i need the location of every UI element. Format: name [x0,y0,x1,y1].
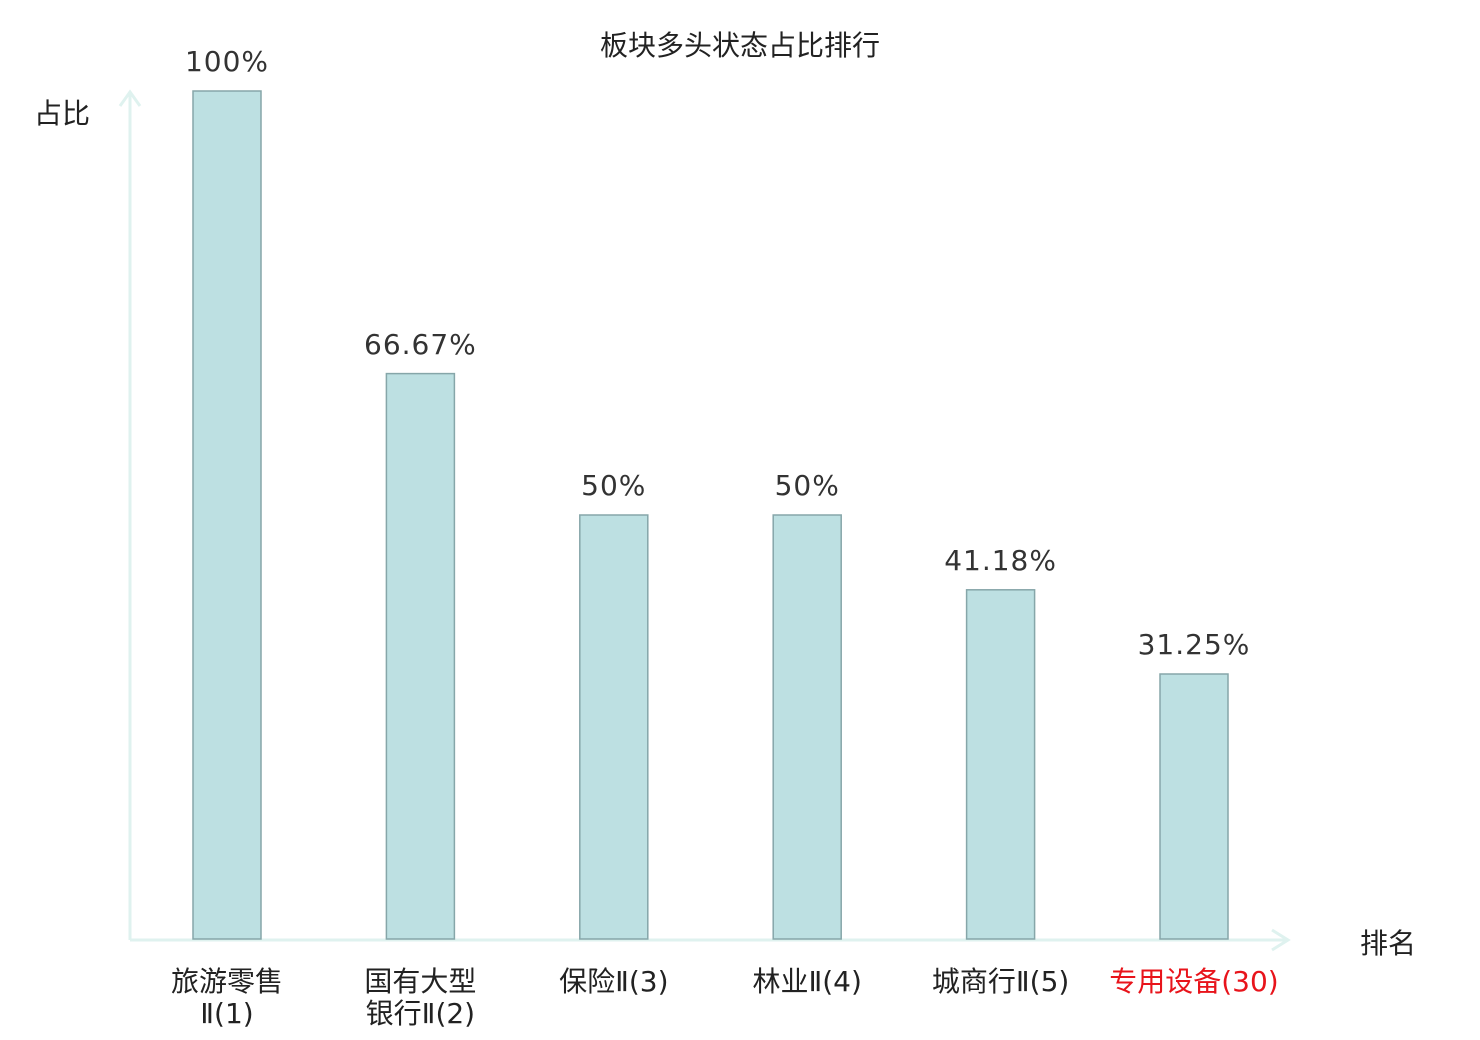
x-tick-label-line: 专用设备(30) [1109,965,1279,998]
x-tick-label-line: 保险Ⅱ(3) [559,965,669,998]
x-axis-label: 排名 [1360,927,1417,960]
x-tick-label-line: 林业Ⅱ(4) [752,965,862,998]
x-tick-label: 城商行Ⅱ(5) [906,966,1096,998]
x-tick-label: 林业Ⅱ(4) [712,966,902,998]
bar [965,589,1036,940]
bar-value-label: 100% [184,45,270,78]
bar-value-label: 31.25% [1137,628,1251,661]
bar-value-label: 66.67% [364,327,477,361]
x-tick-label: 旅游零售 Ⅱ(1) [132,966,322,1030]
bar [192,90,262,940]
bar [1159,673,1229,940]
bar [385,372,456,940]
bars-group [192,90,1229,940]
y-axis [118,89,142,940]
x-tick-label-line: 城商行Ⅱ(5) [931,965,1070,998]
bar [772,514,842,940]
bar-value-label: 50% [774,469,840,502]
x-tick-label-line: 银行Ⅱ(2) [365,997,476,1030]
bar-value-label: 50% [581,469,647,502]
x-tick-label-line: Ⅱ(1) [200,997,254,1030]
bar-value-label: 41.18% [944,543,1057,577]
x-tick-label: 专用设备(30) [1099,966,1289,998]
x-tick-label: 保险Ⅱ(3) [519,966,709,998]
x-tick-label-line: 旅游零售 [170,965,283,998]
chart-title: 板块多头状态占比排行 [599,29,880,62]
x-axis-arrow-icon [1271,928,1291,952]
x-tick-label: 国有大型 银行Ⅱ(2) [325,966,515,1030]
y-axis-arrow-icon [118,89,142,107]
y-axis-label: 占比 [34,97,91,130]
x-axis [130,928,1291,952]
x-tick-label-line: 国有大型 [364,965,477,998]
bar [579,514,649,940]
